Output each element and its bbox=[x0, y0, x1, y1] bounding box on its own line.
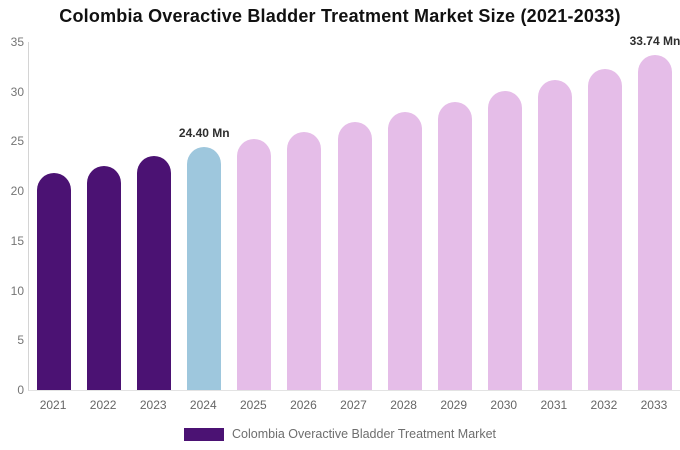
bar-2024[interactable] bbox=[187, 147, 222, 390]
y-axis: 0 5 10 15 20 25 30 35 bbox=[0, 0, 24, 450]
bar-slot-2023 bbox=[129, 42, 179, 390]
bar-2025[interactable] bbox=[237, 139, 272, 390]
bar-2026[interactable] bbox=[287, 131, 322, 390]
bar-slot-2022 bbox=[79, 42, 129, 390]
bar-2030[interactable] bbox=[487, 90, 522, 390]
bar-2032[interactable] bbox=[587, 68, 622, 390]
bar-2031[interactable] bbox=[537, 79, 572, 390]
x-tick-2026: 2026 bbox=[290, 398, 317, 412]
x-tick-2025: 2025 bbox=[240, 398, 267, 412]
bar-2022[interactable] bbox=[87, 166, 122, 390]
bar-slot-2026 bbox=[279, 42, 329, 390]
bar-slot-2030 bbox=[480, 42, 530, 390]
bar-slot-2021 bbox=[29, 42, 79, 390]
x-tick-2024: 2024 bbox=[189, 398, 217, 412]
y-tick-25: 25 bbox=[10, 134, 24, 149]
bar-slot-2027 bbox=[329, 42, 379, 390]
bar-2033[interactable] bbox=[637, 54, 672, 390]
bar-annotation-2033: 33.74 Mn bbox=[629, 33, 680, 48]
x-tick-2030: 2030 bbox=[490, 398, 518, 412]
y-tick-20: 20 bbox=[10, 184, 24, 199]
x-tick-2023: 2023 bbox=[139, 398, 167, 412]
bar-slot-2031 bbox=[530, 42, 580, 390]
x-tick-2021: 2021 bbox=[39, 398, 67, 412]
legend[interactable]: Colombia Overactive Bladder Treatment Ma… bbox=[0, 426, 680, 442]
y-tick-5: 5 bbox=[17, 333, 24, 348]
plot-area: 24.40 Mn 33.74 Mn bbox=[28, 34, 680, 391]
y-tick-0: 0 bbox=[17, 383, 24, 397]
x-tick-2028: 2028 bbox=[390, 398, 417, 412]
x-tick-2027: 2027 bbox=[340, 398, 367, 412]
x-tick-2031: 2031 bbox=[540, 398, 568, 412]
bar-slot-2029 bbox=[430, 42, 480, 390]
bar-slot-2032 bbox=[580, 42, 630, 390]
y-tick-10: 10 bbox=[10, 283, 24, 298]
y-tick-35: 35 bbox=[10, 35, 24, 49]
bar-annotation-2024: 24.40 Mn bbox=[178, 126, 230, 141]
bar-2028[interactable] bbox=[387, 111, 422, 390]
chart-title: Colombia Overactive Bladder Treatment Ma… bbox=[59, 6, 621, 26]
x-tick-2029: 2029 bbox=[440, 398, 468, 412]
bar-slot-2028 bbox=[380, 42, 430, 390]
y-tick-30: 30 bbox=[10, 84, 24, 99]
bar-2021[interactable] bbox=[37, 173, 72, 390]
bar-2027[interactable] bbox=[337, 121, 372, 390]
bar-slot-2024: 24.40 Mn bbox=[178, 42, 230, 390]
bar-slot-2025 bbox=[229, 42, 279, 390]
legend-label: Colombia Overactive Bladder Treatment Ma… bbox=[232, 427, 496, 441]
x-tick-2022: 2022 bbox=[89, 398, 117, 412]
x-tick-2033: 2033 bbox=[640, 398, 668, 412]
bar-2029[interactable] bbox=[437, 101, 472, 390]
x-axis: 2021 2022 2023 2024 2025 2026 2027 2028 2029 2030… bbox=[28, 398, 679, 412]
legend-swatch bbox=[184, 427, 224, 441]
x-tick-2032: 2032 bbox=[590, 398, 618, 412]
y-tick-15: 15 bbox=[10, 233, 24, 248]
bar-2023[interactable] bbox=[137, 156, 172, 390]
bar-slot-2033: 33.74 Mn bbox=[630, 34, 680, 390]
